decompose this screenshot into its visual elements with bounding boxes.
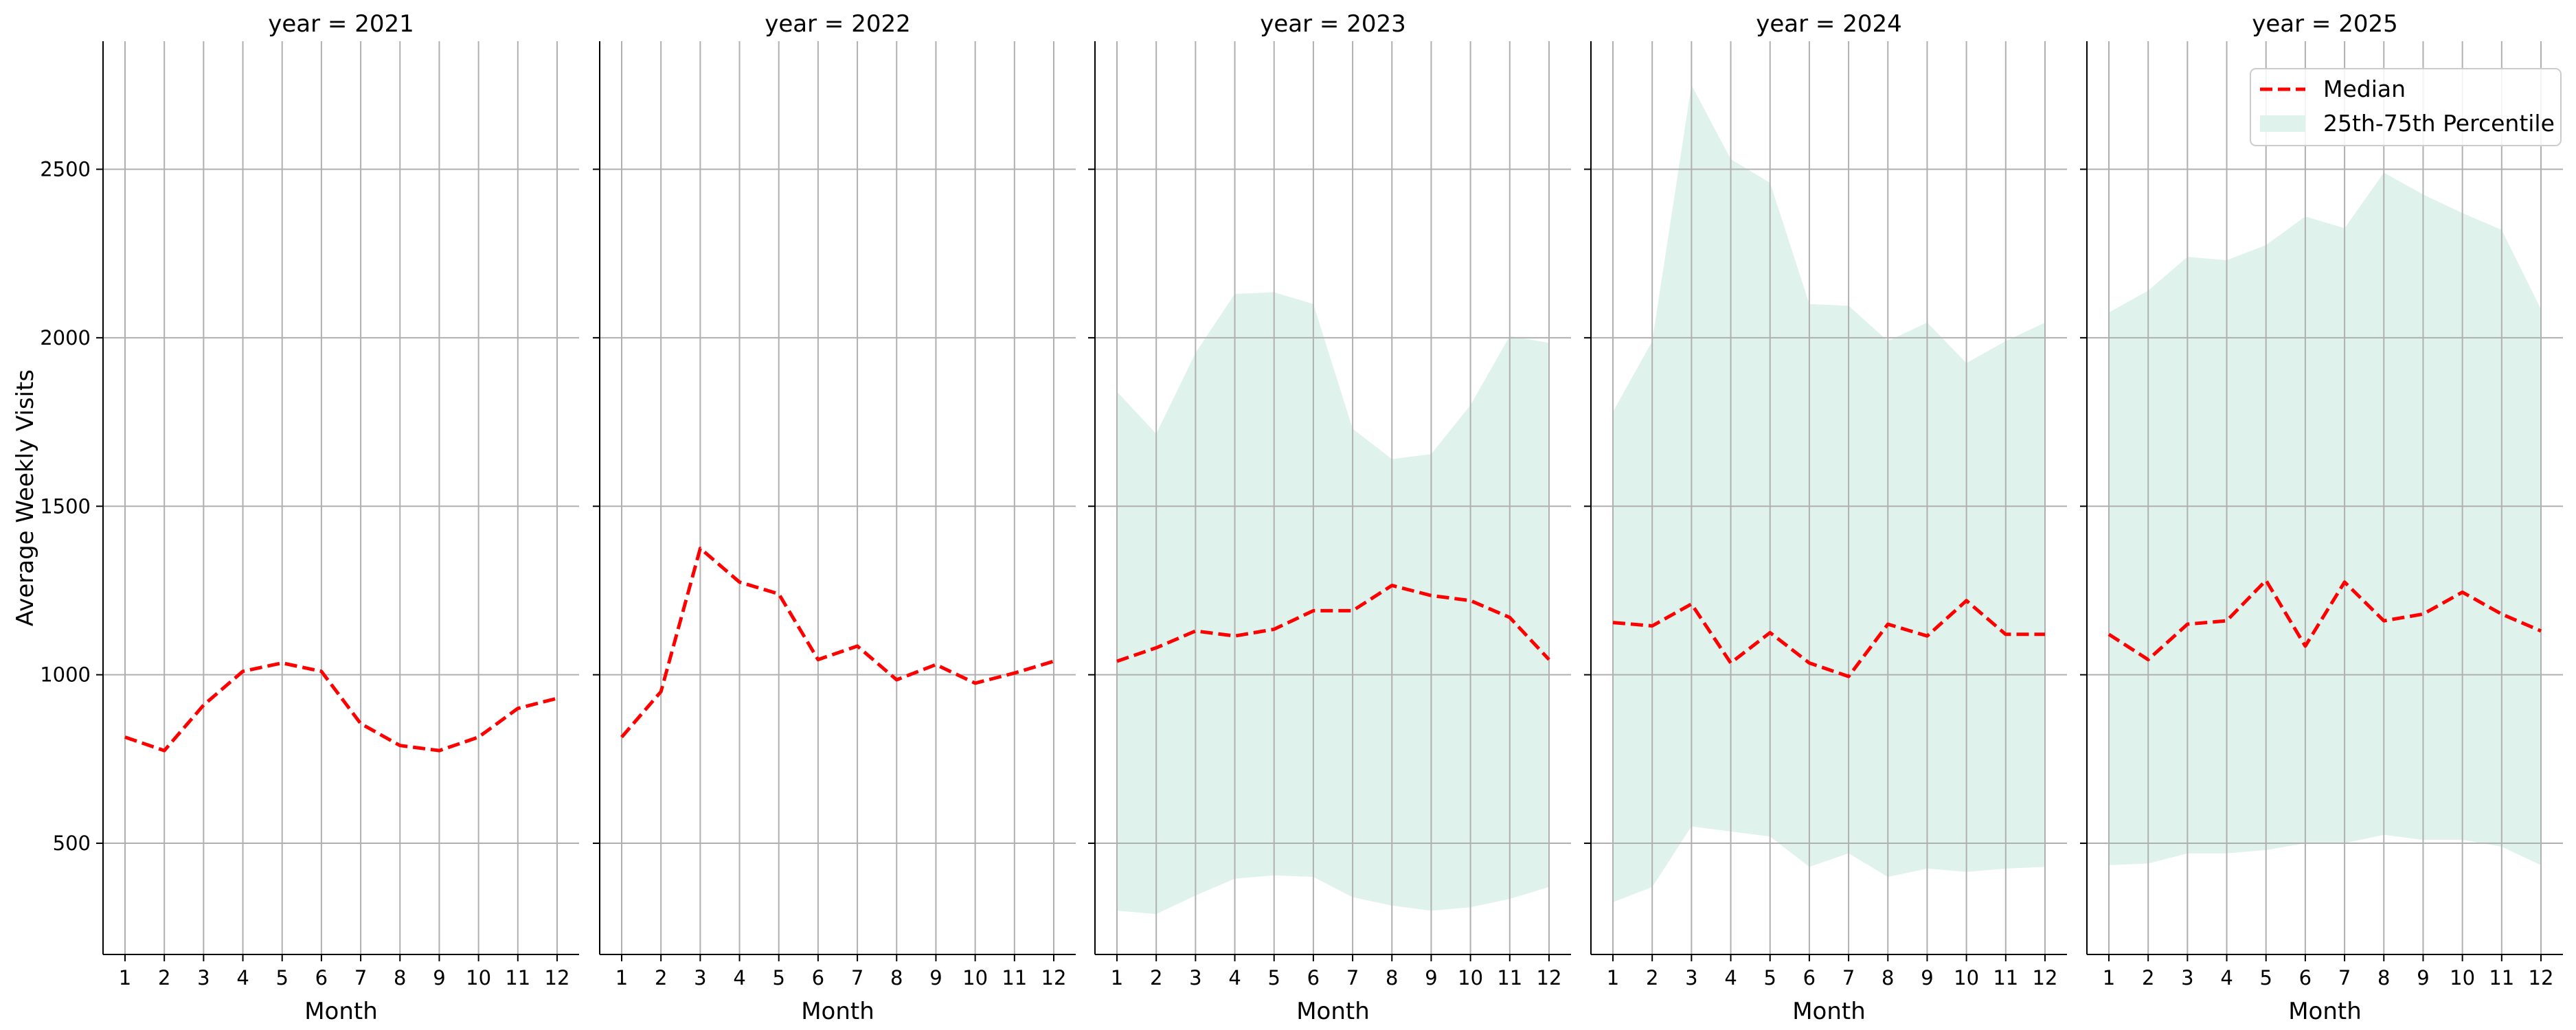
x-tick-label: 11 — [1002, 966, 1027, 989]
x-tick-label: 12 — [1537, 966, 1562, 989]
y-tick-label: 500 — [53, 832, 91, 855]
median-line — [620, 547, 1054, 739]
x-tick-label: 8 — [1386, 966, 1398, 989]
x-tick-label: 11 — [1497, 966, 1522, 989]
x-tick-label: 9 — [433, 966, 445, 989]
x-tick-label: 8 — [1882, 966, 1894, 989]
x-tick-label: 9 — [2417, 966, 2429, 989]
x-tick-label: 12 — [545, 966, 570, 989]
panel-title: year = 2021 — [268, 10, 414, 38]
median-line — [124, 661, 558, 753]
x-tick-label: 12 — [1041, 966, 1067, 989]
median-line — [1612, 599, 2045, 678]
x-tick-label: 4 — [236, 966, 249, 989]
x-tick-label: 5 — [2260, 966, 2272, 989]
x-tick-label: 3 — [694, 966, 706, 989]
x-axis-label: Month — [801, 998, 874, 1025]
x-tick-label: 5 — [1268, 966, 1280, 989]
x-tick-label: 11 — [505, 966, 530, 989]
percentile-band — [2109, 172, 2541, 865]
y-tick-label: 2000 — [40, 326, 91, 350]
panel-title: year = 2024 — [1756, 10, 1901, 38]
x-tick-label: 10 — [962, 966, 988, 989]
percentile-band — [1117, 292, 1549, 915]
x-tick-label: 12 — [2529, 966, 2554, 989]
x-tick-label: 7 — [2338, 966, 2351, 989]
x-tick-label: 2 — [158, 966, 170, 989]
x-tick-label: 1 — [119, 966, 131, 989]
x-tick-label: 11 — [1993, 966, 2018, 989]
x-tick-label: 1 — [1607, 966, 1619, 989]
y-tick-label: 2500 — [40, 157, 91, 181]
percentile-band — [1613, 84, 2045, 902]
x-tick-label: 3 — [197, 966, 210, 989]
x-tick-label: 2 — [1646, 966, 1658, 989]
panel-title: year = 2023 — [1260, 10, 1405, 38]
x-tick-label: 9 — [1425, 966, 1437, 989]
x-tick-label: 11 — [2489, 966, 2514, 989]
x-tick-label: 4 — [1724, 966, 1737, 989]
x-tick-label: 10 — [1954, 966, 1979, 989]
x-tick-label: 8 — [2377, 966, 2390, 989]
x-tick-label: 10 — [2450, 966, 2475, 989]
x-tick-label: 1 — [2103, 966, 2115, 989]
y-tick-label: 1000 — [40, 663, 91, 687]
x-tick-label: 4 — [2220, 966, 2233, 989]
x-tick-label: 3 — [1685, 966, 1697, 989]
legend-band-swatch — [2260, 115, 2305, 132]
x-tick-label: 9 — [1921, 966, 1933, 989]
x-tick-label: 12 — [2033, 966, 2058, 989]
y-tick-label: 1500 — [40, 494, 91, 518]
legend-band-label: 25th-75th Percentile — [2323, 110, 2555, 137]
x-tick-label: 6 — [1307, 966, 1320, 989]
panel-title: year = 2022 — [765, 10, 910, 38]
x-tick-label: 4 — [733, 966, 745, 989]
panel-title: year = 2025 — [2252, 10, 2397, 38]
x-tick-label: 1 — [1111, 966, 1123, 989]
x-tick-label: 7 — [1842, 966, 1855, 989]
x-tick-label: 10 — [466, 966, 491, 989]
legend: Median 25th-75th Percentile — [2250, 68, 2562, 146]
legend-median-label: Median — [2323, 76, 2406, 102]
median-line — [2108, 578, 2542, 662]
x-tick-label: 2 — [1150, 966, 1162, 989]
x-axis-label: Month — [1792, 998, 1866, 1025]
median-line — [1116, 584, 1550, 663]
x-tick-label: 2 — [655, 966, 667, 989]
x-axis-label: Month — [1296, 998, 1370, 1025]
y-axis-label: Average Weekly Visits — [12, 369, 39, 626]
legend-box — [2250, 68, 2562, 146]
x-tick-label: 5 — [773, 966, 785, 989]
x-tick-label: 6 — [2299, 966, 2312, 989]
x-tick-label: 10 — [1458, 966, 1483, 989]
x-tick-label: 5 — [276, 966, 289, 989]
x-tick-label: 5 — [1764, 966, 1776, 989]
x-tick-label: 8 — [394, 966, 406, 989]
x-tick-label: 3 — [1189, 966, 1201, 989]
x-tick-label: 2 — [2142, 966, 2154, 989]
x-axis-label: Month — [2288, 998, 2362, 1025]
x-tick-label: 3 — [2181, 966, 2193, 989]
x-tick-label: 6 — [315, 966, 328, 989]
x-tick-label: 7 — [1346, 966, 1359, 989]
x-tick-label: 6 — [1803, 966, 1816, 989]
x-tick-label: 7 — [851, 966, 863, 989]
x-tick-label: 1 — [615, 966, 628, 989]
x-tick-label: 9 — [929, 966, 942, 989]
x-tick-label: 6 — [812, 966, 824, 989]
x-tick-label: 7 — [354, 966, 367, 989]
x-axis-label: Month — [304, 998, 378, 1025]
x-tick-label: 4 — [1228, 966, 1241, 989]
x-tick-label: 8 — [890, 966, 903, 989]
